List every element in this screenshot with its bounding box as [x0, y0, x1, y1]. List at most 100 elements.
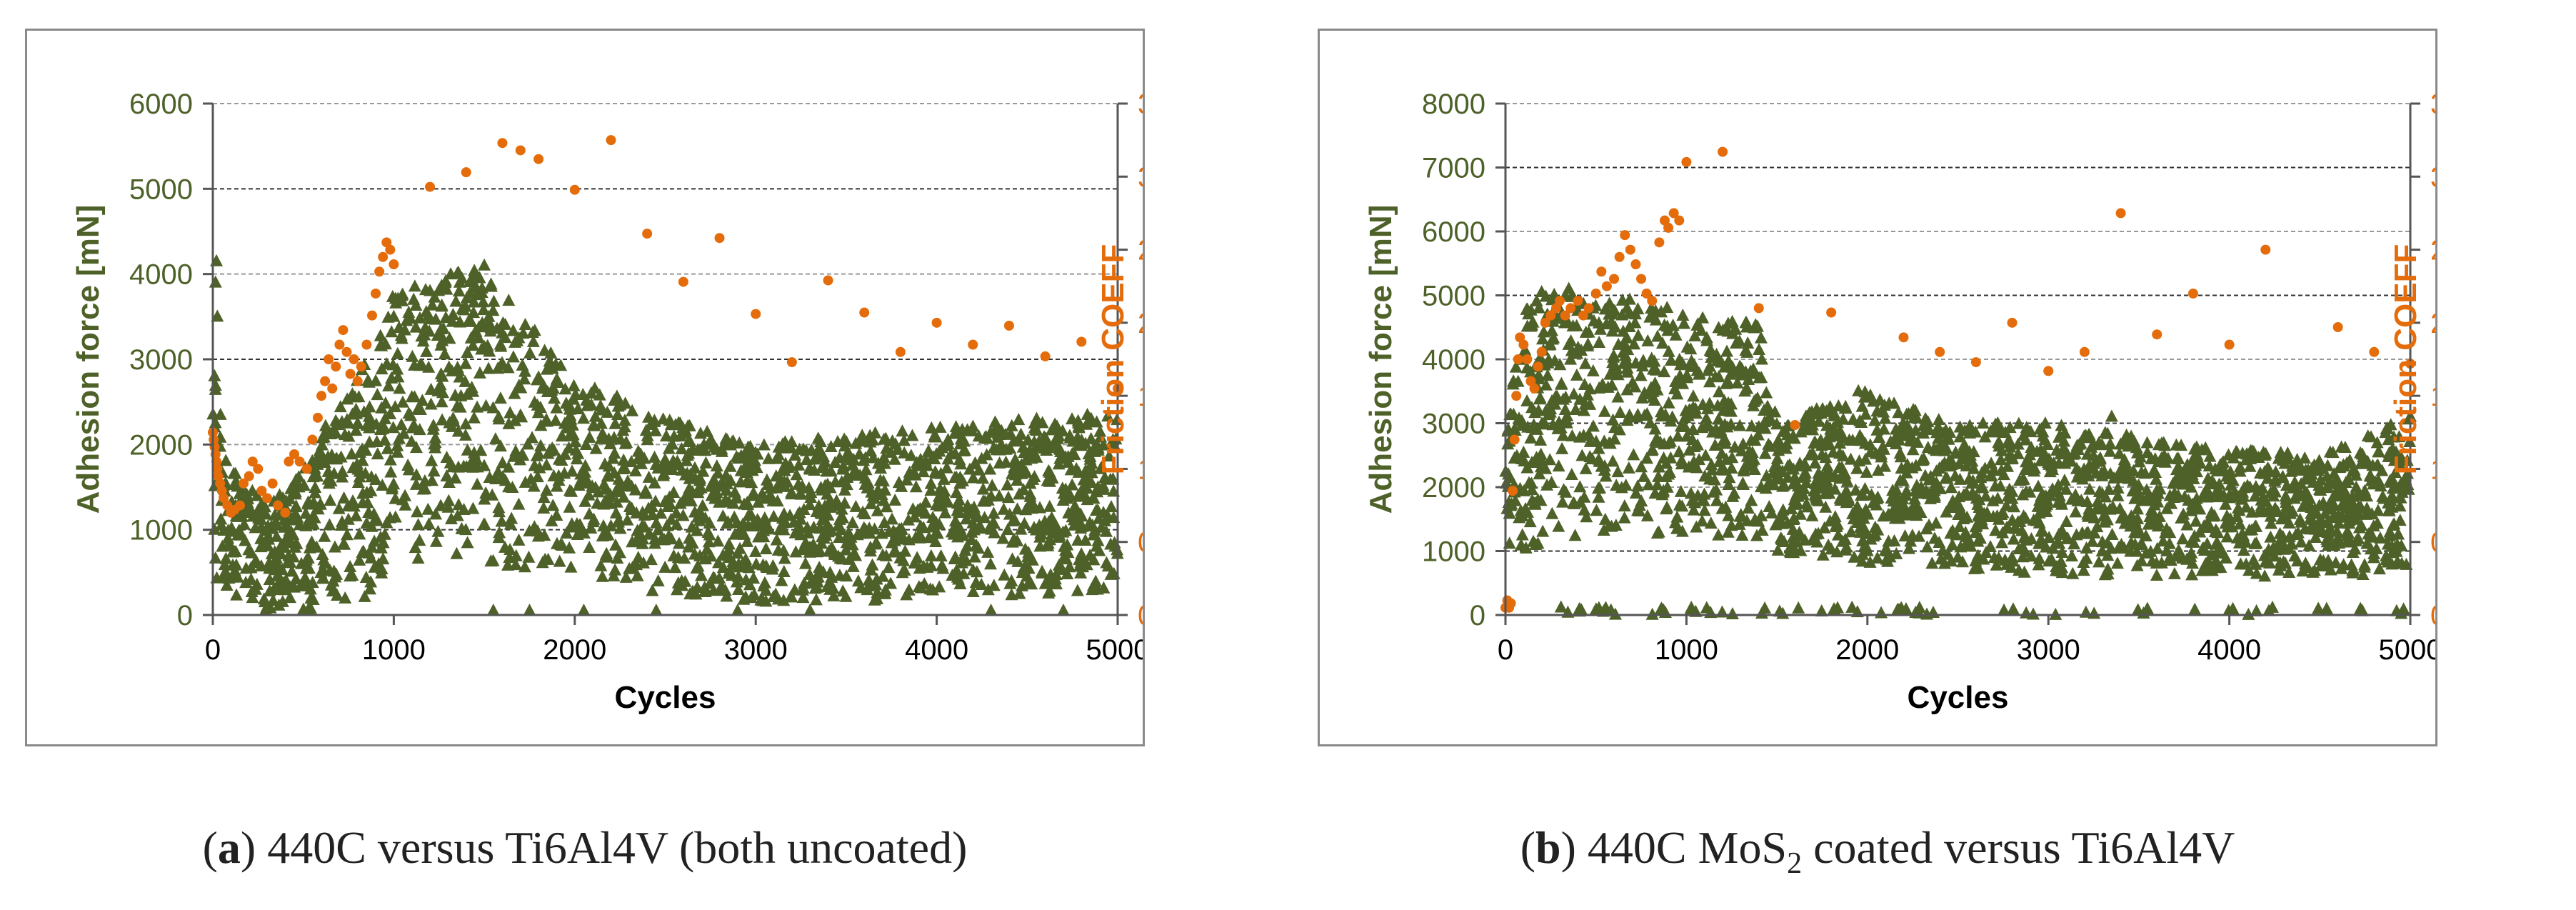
adhesion-point	[703, 528, 716, 541]
adhesion-point	[1633, 499, 1646, 511]
adhesion-point	[1819, 500, 1833, 513]
adhesion-point	[567, 379, 581, 391]
adhesion-point	[289, 572, 303, 585]
adhesion-point	[1952, 507, 1965, 520]
adhesion-point	[2200, 537, 2214, 550]
adhesion-point	[2058, 474, 2071, 486]
adhesion-point	[1087, 553, 1101, 566]
adhesion-point	[882, 524, 896, 537]
adhesion-point	[1845, 600, 1859, 613]
adhesion-point	[1818, 521, 1831, 534]
adhesion-point	[833, 530, 846, 543]
adhesion-point	[422, 309, 436, 321]
adhesion-point	[2299, 471, 2312, 484]
adhesion-point	[2075, 494, 2088, 506]
adhesion-point	[2393, 499, 2407, 512]
adhesion-point	[1992, 512, 2005, 525]
adhesion-point	[1700, 334, 1714, 346]
adhesion-point	[2184, 549, 2197, 562]
adhesion-point	[468, 455, 481, 468]
friction-point	[1596, 266, 1607, 277]
y2-tick-label: 3.5	[1138, 89, 1143, 120]
adhesion-point	[2186, 556, 2200, 569]
adhesion-point	[2247, 553, 2260, 566]
adhesion-point	[571, 528, 584, 541]
adhesion-point	[1543, 338, 1556, 351]
adhesion-point	[2264, 530, 2277, 543]
adhesion-point	[1622, 461, 1635, 474]
adhesion-point	[956, 474, 970, 486]
adhesion-point	[882, 561, 896, 574]
adhesion-point	[1536, 524, 1550, 537]
caption-b: (b) 440C MoS2 coated versus Ti6Al4V	[1520, 822, 2235, 880]
adhesion-point	[1793, 456, 1807, 469]
adhesion-point	[1760, 469, 1773, 481]
friction-point	[371, 288, 381, 299]
adhesion-point	[1958, 424, 1972, 436]
adhesion-point	[1539, 461, 1553, 474]
adhesion-point	[1683, 604, 1697, 616]
adhesion-point	[449, 294, 463, 307]
adhesion-point	[550, 479, 563, 492]
adhesion-point	[1751, 428, 1765, 441]
adhesion-point	[1664, 353, 1678, 366]
adhesion-point	[1974, 481, 1988, 494]
adhesion-point	[641, 433, 654, 446]
adhesion-point	[563, 399, 576, 411]
adhesion-point	[1753, 343, 1766, 356]
friction-point	[327, 383, 338, 394]
friction-point	[1508, 486, 1518, 496]
adhesion-point	[2309, 530, 2322, 543]
adhesion-point	[2142, 517, 2155, 530]
adhesion-point	[595, 403, 608, 416]
adhesion-point	[969, 575, 983, 588]
adhesion-point	[821, 508, 835, 521]
adhesion-point	[1793, 507, 1807, 520]
adhesion-point	[1953, 430, 1967, 443]
friction-point	[1533, 361, 1543, 372]
adhesion-point	[316, 548, 329, 561]
adhesion-point	[1877, 422, 1890, 435]
adhesion-point	[2005, 550, 2019, 563]
friction-point	[714, 233, 725, 244]
adhesion-point	[1627, 448, 1640, 461]
adhesion-point	[733, 541, 747, 554]
adhesion-point	[360, 516, 374, 529]
adhesion-point	[413, 534, 426, 546]
adhesion-point	[1703, 396, 1716, 409]
adhesion-point	[1562, 281, 1575, 294]
adhesion-point	[623, 561, 636, 574]
adhesion-point	[1046, 471, 1059, 484]
adhesion-point	[2342, 516, 2356, 529]
adhesion-point	[2367, 519, 2380, 531]
adhesion-point	[803, 498, 816, 511]
adhesion-point	[1877, 509, 1890, 522]
adhesion-point	[651, 523, 665, 536]
adhesion-point	[1871, 490, 1885, 503]
adhesion-point	[2085, 534, 2099, 547]
adhesion-point	[948, 446, 962, 459]
adhesion-point	[1676, 309, 1690, 321]
adhesion-point	[2180, 476, 2193, 489]
adhesion-point	[828, 456, 842, 469]
adhesion-point	[1556, 495, 1570, 508]
x-tick-label: 4000	[905, 634, 968, 666]
adhesion-point	[285, 564, 299, 577]
adhesion-point	[263, 556, 276, 569]
adhesion-point	[1014, 427, 1028, 440]
friction-point	[374, 266, 385, 277]
adhesion-point	[426, 422, 440, 435]
caption-b-text-before: 440C MoS	[1587, 822, 1788, 873]
adhesion-point	[299, 572, 313, 585]
adhesion-point	[384, 465, 398, 478]
adhesion-point	[566, 428, 580, 441]
adhesion-point	[492, 412, 506, 425]
adhesion-point	[481, 339, 494, 351]
adhesion-point	[1081, 407, 1094, 420]
adhesion-point	[2122, 471, 2135, 484]
adhesion-point	[316, 571, 330, 584]
adhesion-point	[2330, 476, 2344, 489]
adhesion-point	[2156, 534, 2170, 547]
adhesion-point	[1786, 522, 1800, 535]
adhesion-point	[1657, 603, 1670, 616]
